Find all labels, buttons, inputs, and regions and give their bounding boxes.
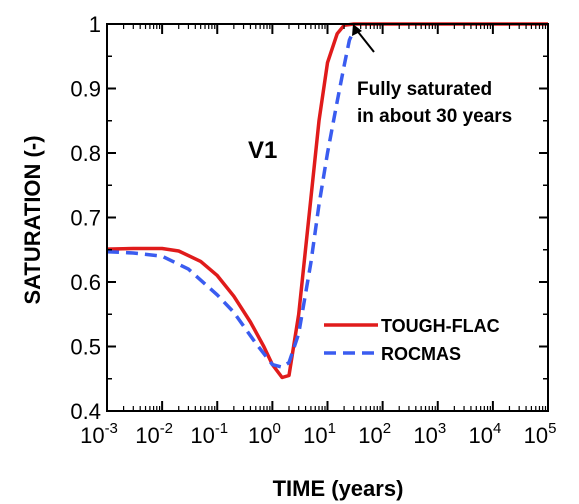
- panel-label: V1: [248, 137, 277, 164]
- x-tick-label: 102: [358, 420, 391, 448]
- x-tick-label: 105: [524, 420, 557, 448]
- axes-layer: 0.4 0.5 0.6 0.7 0.8 0.9 1 10-3 10-2 10-1 100 101 102…: [70, 12, 556, 448]
- legend: TOUGH-FLAC ROCMAS: [324, 316, 500, 364]
- y-tick-label: 0.6: [70, 270, 101, 295]
- annotation-line-2: in about 30 years: [357, 106, 512, 127]
- y-tick-label: 0.8: [70, 141, 101, 166]
- x-tick-label: 10-2: [135, 420, 173, 448]
- annotation: Fully saturated in about 30 years: [352, 24, 512, 127]
- annotation-arrow-head: [352, 24, 362, 36]
- y-tick-label: 1: [89, 12, 101, 37]
- x-tick-label: 100: [248, 420, 281, 448]
- y-axis-title: SATURATION (-): [20, 135, 45, 304]
- series-line-rocmas: [106, 29, 356, 369]
- x-tick-label: 10-1: [190, 420, 228, 448]
- legend-label-rocmas: ROCMAS: [381, 344, 461, 364]
- annotation-line-1: Fully saturated: [357, 79, 492, 100]
- x-tick-label: 101: [303, 420, 336, 448]
- x-axis-title: TIME (years): [273, 476, 404, 501]
- x-tick-label: 10-3: [80, 420, 118, 448]
- y-tick-label: 0.5: [70, 335, 101, 360]
- y-tick-label: 0.7: [70, 206, 101, 231]
- series-line-tough-flac: [106, 22, 548, 380]
- y-tick-label: 0.9: [70, 77, 101, 102]
- plot-layer: [106, 22, 548, 380]
- legend-label-tough-flac: TOUGH-FLAC: [381, 316, 500, 336]
- y-tick-label: 0.4: [70, 399, 101, 424]
- x-tick-label: 104: [468, 420, 501, 448]
- x-tick-label: 103: [413, 420, 446, 448]
